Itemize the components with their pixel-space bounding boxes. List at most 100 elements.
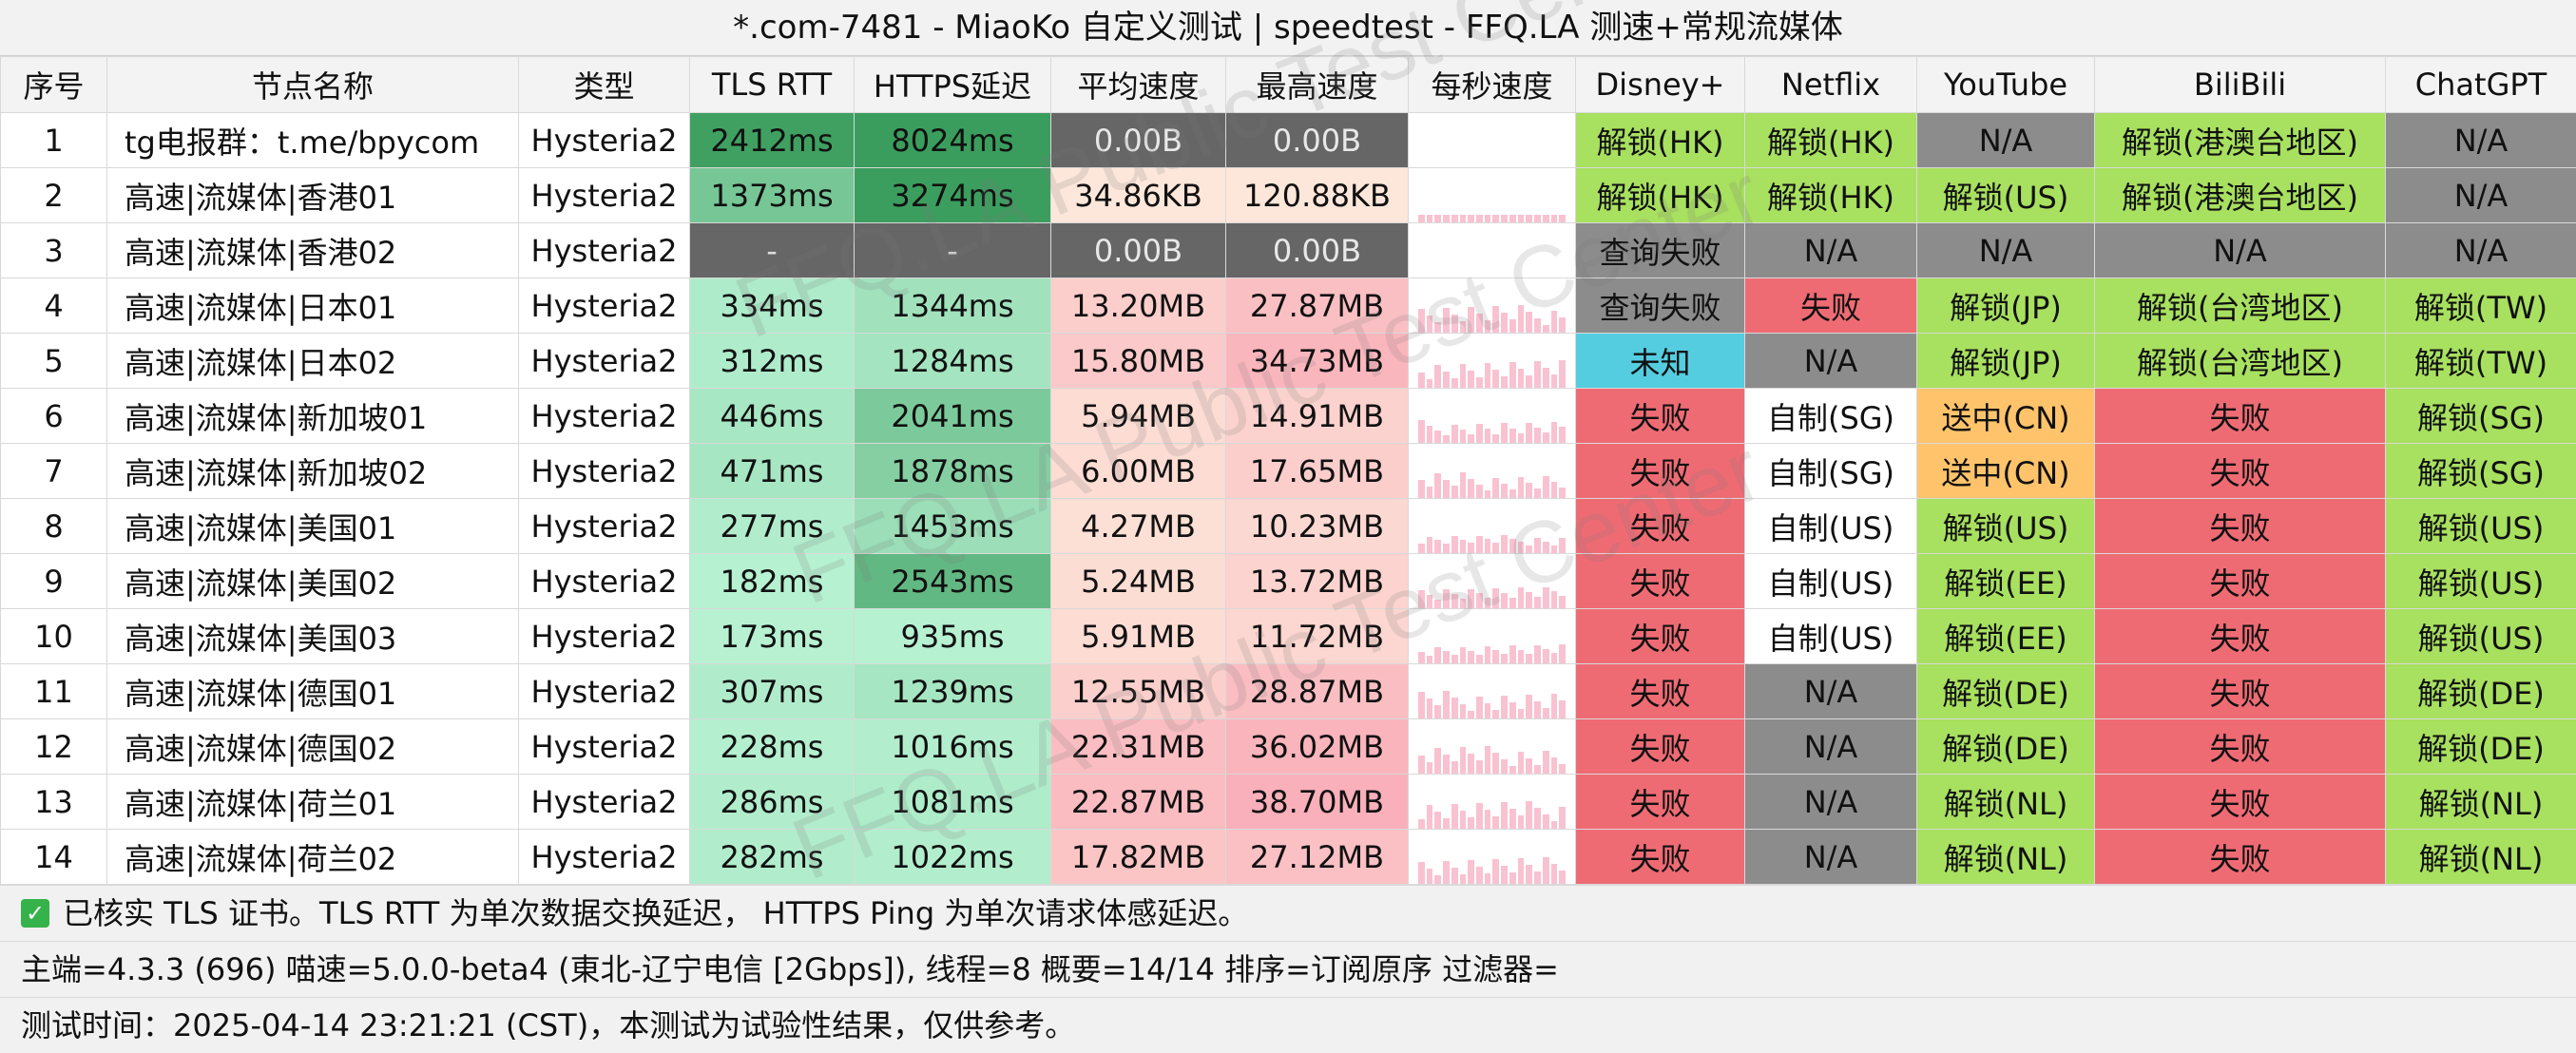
cell-disney: 失败: [1576, 389, 1745, 444]
cell-max: 28.87MB: [1226, 664, 1409, 719]
cell-netflix: 自制(US): [1745, 609, 1917, 664]
cell-https: -: [855, 223, 1051, 278]
cell-netflix: N/A: [1745, 719, 1917, 775]
cell-disney: 失败: [1576, 499, 1745, 554]
cell-gpt: N/A: [2386, 113, 2576, 168]
backend-info: 主端=4.3.3 (696) 喵速=5.0.0-beta4 (東北-辽宁电信 […: [0, 941, 2576, 997]
cell-avg: 6.00MB: [1051, 444, 1226, 499]
per-second-speed-sparkline: [1409, 830, 1576, 885]
cell-https: 1453ms: [855, 499, 1051, 554]
cell-max: 120.88KB: [1226, 168, 1409, 223]
cell-netflix: N/A: [1745, 664, 1917, 719]
header-https-latency: HTTPS延迟: [855, 57, 1051, 113]
cell-name: 高速|流媒体|美国02: [107, 554, 519, 609]
cell-https: 1878ms: [855, 444, 1051, 499]
cell-max: 17.65MB: [1226, 444, 1409, 499]
cell-bili: 失败: [2095, 664, 2386, 719]
cell-type: Hysteria2: [519, 609, 690, 664]
cell-type: Hysteria2: [519, 499, 690, 554]
cell-id: 10: [1, 609, 107, 664]
header-bilibili: BiliBili: [2095, 57, 2386, 113]
cell-tls: 446ms: [690, 389, 855, 444]
check-icon: ✓: [21, 899, 49, 928]
cell-name: 高速|流媒体|新加坡01: [107, 389, 519, 444]
cell-https: 3274ms: [855, 168, 1051, 223]
cell-id: 9: [1, 554, 107, 609]
cell-max: 27.87MB: [1226, 278, 1409, 334]
cell-tls: 334ms: [690, 278, 855, 334]
cell-name: 高速|流媒体|新加坡02: [107, 444, 519, 499]
cell-max: 36.02MB: [1226, 719, 1409, 775]
cell-tls: 282ms: [690, 830, 855, 885]
cell-id: 5: [1, 334, 107, 389]
cell-disney: 解锁(HK): [1576, 113, 1745, 168]
cell-name: 高速|流媒体|日本01: [107, 278, 519, 334]
cell-avg: 17.82MB: [1051, 830, 1226, 885]
cell-disney: 查询失败: [1576, 278, 1745, 334]
cell-type: Hysteria2: [519, 775, 690, 830]
cell-type: Hysteria2: [519, 444, 690, 499]
cell-bili: 失败: [2095, 830, 2386, 885]
cell-youtube: 解锁(DE): [1917, 664, 2095, 719]
cell-name: 高速|流媒体|美国03: [107, 609, 519, 664]
cell-id: 12: [1, 719, 107, 775]
cell-type: Hysteria2: [519, 554, 690, 609]
cell-max: 11.72MB: [1226, 609, 1409, 664]
cell-tls: 2412ms: [690, 113, 855, 168]
cell-avg: 4.27MB: [1051, 499, 1226, 554]
cell-netflix: N/A: [1745, 223, 1917, 278]
cell-disney: 失败: [1576, 609, 1745, 664]
cell-gpt: 解锁(US): [2386, 609, 2576, 664]
cell-disney: 未知: [1576, 334, 1745, 389]
cell-bili: 解锁(港澳台地区): [2095, 168, 2386, 223]
cell-netflix: 失败: [1745, 278, 1917, 334]
window-title: *.com-7481 - MiaoKo 自定义测试 | speedtest - …: [0, 0, 2576, 56]
cell-name: 高速|流媒体|荷兰01: [107, 775, 519, 830]
cell-name: 高速|流媒体|香港01: [107, 168, 519, 223]
cell-disney: 失败: [1576, 554, 1745, 609]
cell-tls: 1373ms: [690, 168, 855, 223]
cell-youtube: 送中(CN): [1917, 389, 2095, 444]
cell-https: 1239ms: [855, 664, 1051, 719]
cell-tls: 173ms: [690, 609, 855, 664]
tls-note-text: 已核实 TLS 证书。TLS RTT 为单次数据交换延迟， HTTPS Ping…: [63, 895, 1248, 931]
cell-avg: 15.80MB: [1051, 334, 1226, 389]
cell-type: Hysteria2: [519, 334, 690, 389]
cell-netflix: 自制(SG): [1745, 389, 1917, 444]
per-second-speed-sparkline: [1409, 499, 1576, 554]
header-type: 类型: [519, 57, 690, 113]
cell-max: 27.12MB: [1226, 830, 1409, 885]
cell-tls: 277ms: [690, 499, 855, 554]
cell-disney: 查询失败: [1576, 223, 1745, 278]
cell-avg: 22.87MB: [1051, 775, 1226, 830]
cell-https: 1022ms: [855, 830, 1051, 885]
cell-max: 0.00B: [1226, 113, 1409, 168]
per-second-speed-sparkline: [1409, 775, 1576, 830]
cell-gpt: N/A: [2386, 168, 2576, 223]
cell-netflix: 解锁(HK): [1745, 113, 1917, 168]
cell-id: 14: [1, 830, 107, 885]
cell-disney: 失败: [1576, 444, 1745, 499]
cell-type: Hysteria2: [519, 664, 690, 719]
header-tls-rtt: TLS RTT: [690, 57, 855, 113]
tls-note: ✓ 已核实 TLS 证书。TLS RTT 为单次数据交换延迟， HTTPS Pin…: [0, 885, 2576, 941]
cell-id: 3: [1, 223, 107, 278]
cell-disney: 失败: [1576, 664, 1745, 719]
header-max-speed: 最高速度: [1226, 57, 1409, 113]
cell-type: Hysteria2: [519, 223, 690, 278]
cell-id: 11: [1, 664, 107, 719]
cell-bili: 失败: [2095, 499, 2386, 554]
cell-https: 8024ms: [855, 113, 1051, 168]
header-per-second-speed: 每秒速度: [1409, 57, 1576, 113]
table-header-row: 序号 节点名称 类型 TLS RTT HTTPS延迟 平均速度 最高速度 每秒速…: [1, 57, 2576, 113]
cell-max: 13.72MB: [1226, 554, 1409, 609]
cell-tls: 228ms: [690, 719, 855, 775]
cell-name: 高速|流媒体|香港02: [107, 223, 519, 278]
cell-gpt: N/A: [2386, 223, 2576, 278]
cell-tls: 307ms: [690, 664, 855, 719]
cell-netflix: 自制(SG): [1745, 444, 1917, 499]
